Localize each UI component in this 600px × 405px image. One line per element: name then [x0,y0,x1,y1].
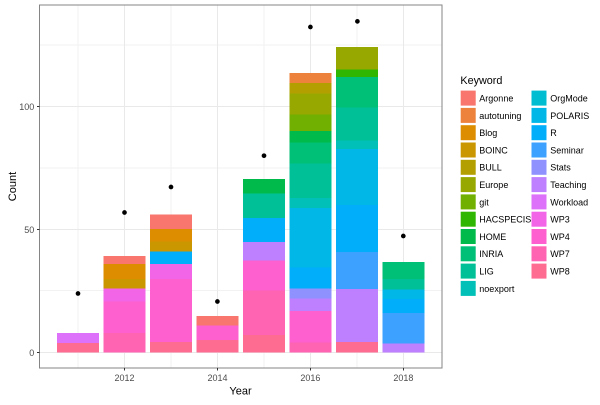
svg-text:WP3: WP3 [550,215,570,225]
svg-text:BOINC: BOINC [479,145,508,155]
svg-text:Keyword: Keyword [460,75,502,87]
svg-text:WP7: WP7 [550,249,570,259]
svg-text:POLARIS: POLARIS [550,111,589,121]
svg-text:Blog: Blog [479,128,497,138]
svg-text:Seminar: Seminar [550,145,584,155]
svg-text:OrgMode: OrgMode [550,94,588,104]
svg-text:INRIA: INRIA [479,249,503,259]
svg-text:WP8: WP8 [550,267,570,277]
svg-text:Teaching: Teaching [550,180,586,190]
svg-text:Workload: Workload [550,197,588,207]
svg-text:2018: 2018 [393,373,413,383]
svg-text:2012: 2012 [114,373,134,383]
svg-text:HOME: HOME [479,232,506,242]
svg-text:noexport: noexport [479,284,515,294]
svg-text:100: 100 [19,102,34,112]
svg-text:Year: Year [229,386,252,398]
svg-text:git: git [479,197,489,207]
svg-text:BULL: BULL [479,163,502,173]
svg-text:HACSPECIS: HACSPECIS [479,215,531,225]
svg-text:autotuning: autotuning [479,111,521,121]
svg-text:Europe: Europe [479,180,508,190]
svg-text:WP4: WP4 [550,232,570,242]
svg-text:2014: 2014 [207,373,227,383]
svg-text:R: R [550,128,557,138]
svg-text:Argonne: Argonne [479,94,513,104]
svg-text:50: 50 [24,225,34,235]
svg-text:0: 0 [29,348,34,358]
svg-text:Count: Count [7,172,19,201]
svg-text:Stats: Stats [550,163,571,173]
svg-text:2016: 2016 [300,373,320,383]
svg-text:LIG: LIG [479,267,494,277]
